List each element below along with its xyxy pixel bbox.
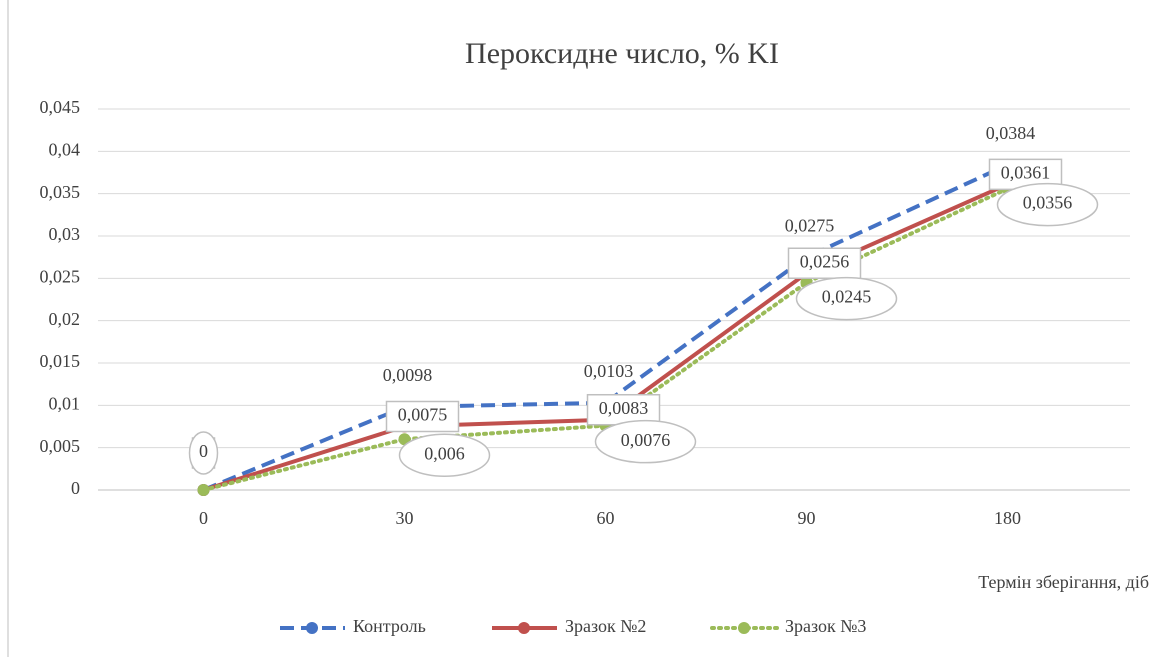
y-tick-label: 0,03 <box>49 224 81 244</box>
y-tick-label: 0,025 <box>40 266 81 286</box>
chart-title: Пероксидне число, % KI <box>465 37 779 70</box>
x-tick-label: 0 <box>199 508 208 528</box>
legend-label: Контроль <box>353 616 426 636</box>
data-label: 0,0076 <box>621 430 671 450</box>
legend-marker <box>518 622 530 634</box>
data-label: 0,0384 <box>986 123 1036 143</box>
x-tick-label: 30 <box>396 508 414 528</box>
legend-label: Зразок №3 <box>785 616 866 636</box>
x-tick-label: 180 <box>994 508 1021 528</box>
x-tick-label: 90 <box>798 508 816 528</box>
point-marker <box>197 484 210 496</box>
data-label-ellipse <box>795 276 898 321</box>
data-label-ellipse <box>188 431 219 475</box>
data-label: 0,0356 <box>1023 193 1073 213</box>
data-label: 0,0256 <box>800 251 850 271</box>
data-label-box <box>385 400 460 433</box>
data-label: 0,0275 <box>785 215 835 235</box>
y-tick-label: 0,01 <box>49 393 81 413</box>
data-label: 0,0075 <box>398 405 448 425</box>
x-axis-label: Термін зберігання, діб <box>978 572 1149 592</box>
data-label: 0,0361 <box>1001 162 1051 182</box>
data-label: 0,0245 <box>822 287 872 307</box>
data-label-ellipse <box>594 419 697 464</box>
series-line <box>202 163 1009 492</box>
point-marker <box>398 433 411 446</box>
y-tick-label: 0,035 <box>40 182 81 202</box>
data-label-ellipse <box>996 182 1099 227</box>
x-tick-label: 60 <box>597 508 615 528</box>
data-label: 0,0103 <box>584 361 634 381</box>
y-tick-label: 0,015 <box>40 351 81 371</box>
data-label: 0 <box>199 441 208 461</box>
data-label-box <box>787 247 862 280</box>
y-tick-label: 0,02 <box>49 309 81 329</box>
y-tick-label: 0,045 <box>40 97 81 117</box>
data-label: 0,0098 <box>383 365 433 385</box>
data-label: 0,0083 <box>599 398 649 418</box>
y-tick-label: 0,005 <box>40 436 81 456</box>
legend-marker <box>738 622 750 634</box>
legend-label: Зразок №2 <box>565 616 646 636</box>
data-label-box <box>586 393 661 426</box>
y-tick-label: 0 <box>71 478 80 498</box>
data-label-ellipse <box>398 433 491 477</box>
y-tick-label: 0,04 <box>49 139 81 159</box>
data-label: 0,006 <box>424 443 465 463</box>
legend-marker <box>306 622 318 634</box>
